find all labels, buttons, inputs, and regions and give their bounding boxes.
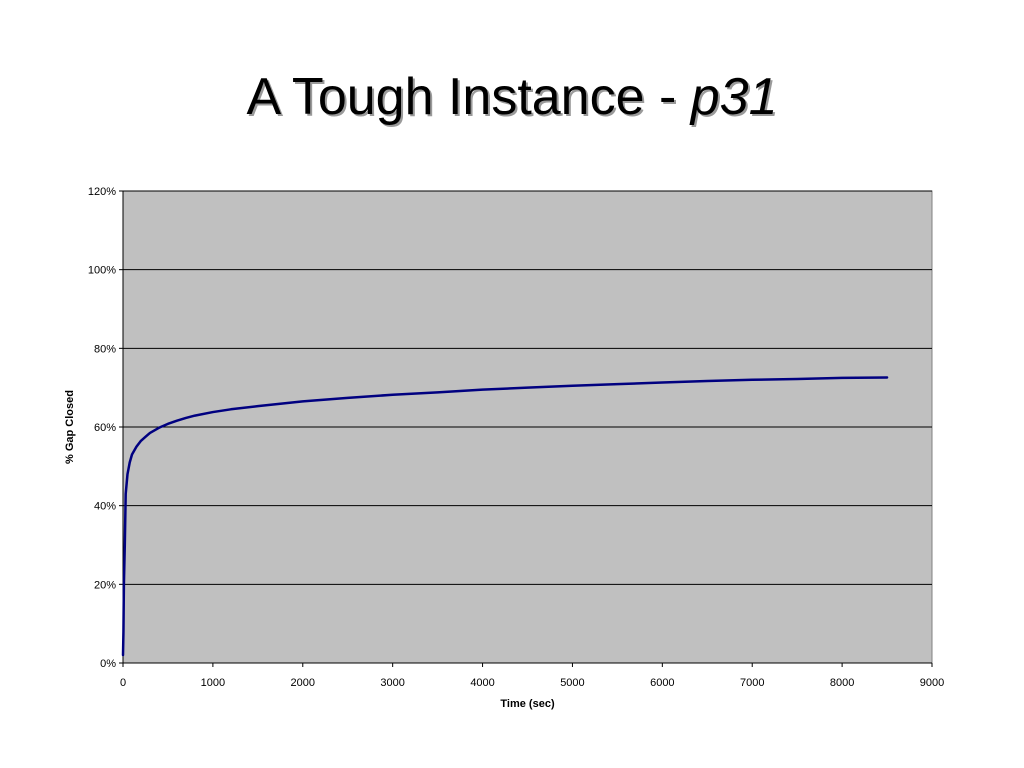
y-tick-label: 40% — [94, 501, 116, 513]
x-tick-label: 5000 — [560, 677, 584, 689]
x-tick-label: 7000 — [740, 677, 764, 689]
y-tick-label: 100% — [88, 265, 116, 277]
slide-title-main: A Tough Instance - — [246, 68, 691, 126]
y-tick-label: 120% — [88, 186, 116, 198]
x-tick-label: 1000 — [201, 677, 225, 689]
tick-labels: 0% 20% 40% 60% 80% 100% 120% 0 1000 2000 3000 4000 5… — [88, 186, 944, 689]
x-tick-label: 3000 — [380, 677, 404, 689]
x-tick-label: 8000 — [830, 677, 854, 689]
series-layer — [121, 376, 889, 657]
y-tick-label: 0% — [100, 658, 116, 670]
slide-title: A Tough Instance - p31 — [0, 62, 1024, 132]
slide-title-instance: p31 — [690, 68, 778, 126]
x-tick-label: 4000 — [470, 677, 494, 689]
x-tick-label: 9000 — [920, 677, 944, 689]
y-tick-label: 20% — [94, 579, 116, 591]
y-tick-label: 80% — [94, 343, 116, 355]
x-tick-label: 2000 — [291, 677, 315, 689]
y-tick-label: 60% — [94, 422, 116, 434]
series-line — [121, 376, 889, 657]
gridlines — [123, 190, 932, 585]
x-tick-label: 6000 — [650, 677, 674, 689]
y-axis-title: % Gap Closed — [64, 390, 76, 464]
x-tick-label: 0 — [120, 677, 126, 689]
x-axis-title: Time (sec) — [500, 698, 555, 710]
